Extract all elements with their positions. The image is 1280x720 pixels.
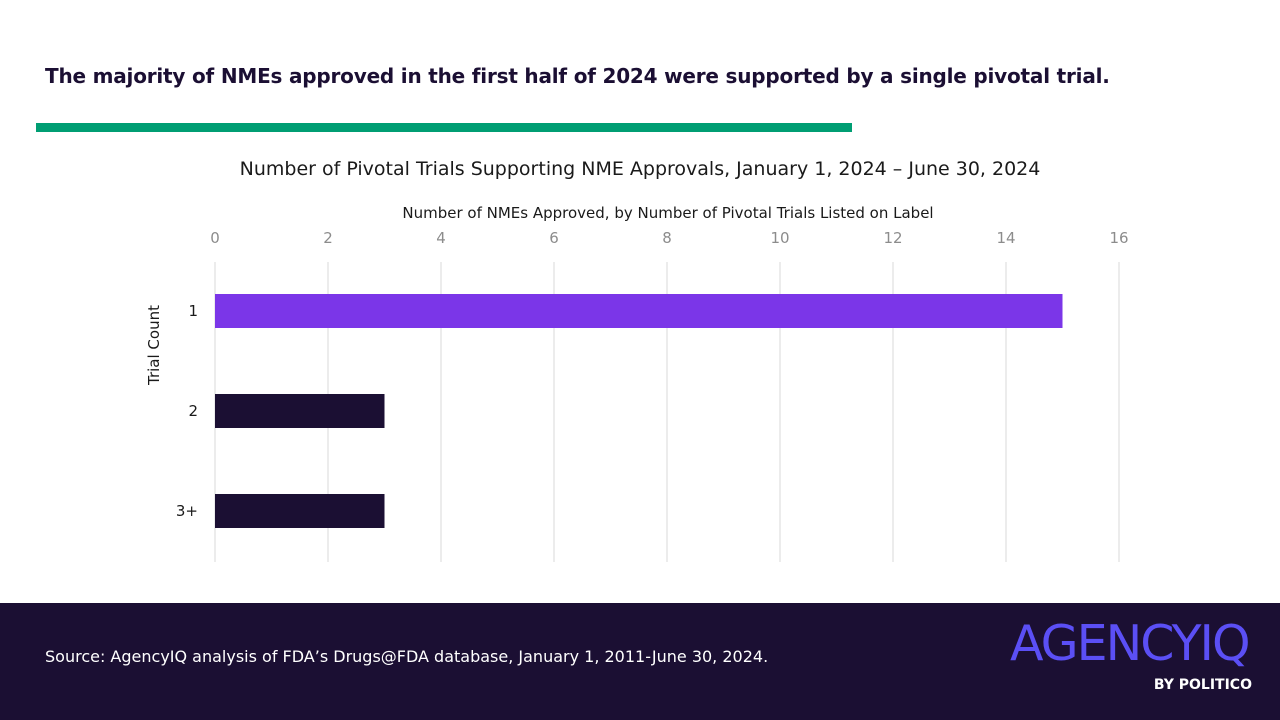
x-tick-label: 4 — [436, 229, 446, 247]
source-note: Source: AgencyIQ analysis of FDA’s Drugs… — [45, 647, 769, 666]
bar-2 — [215, 394, 385, 428]
x-tick-label: 6 — [549, 229, 559, 247]
footer — [0, 603, 1280, 720]
bar-chart: Number of Pivotal Trials Supporting NME … — [145, 158, 1129, 562]
y-tick-label: 1 — [188, 302, 198, 320]
x-tick-label: 16 — [1109, 229, 1128, 247]
y-tick-label: 3+ — [176, 502, 198, 520]
x-tick-label: 2 — [323, 229, 333, 247]
agencyiq-logo: AGENCYIQ — [1010, 615, 1251, 672]
chart-title: Number of Pivotal Trials Supporting NME … — [240, 158, 1041, 180]
bar-layer — [215, 294, 1063, 528]
headline: The majority of NMEs approved in the fir… — [45, 64, 1110, 88]
x-tick-label: 14 — [996, 229, 1015, 247]
y-tick-label: 2 — [188, 402, 198, 420]
x-tick-label: 8 — [662, 229, 672, 247]
accent-rule — [36, 123, 852, 132]
y-axis-label: Trial Count — [145, 305, 163, 386]
x-axis-label: Number of NMEs Approved, by Number of Pi… — [402, 204, 933, 222]
bar-3plus — [215, 494, 385, 528]
x-tick-label: 12 — [883, 229, 902, 247]
x-tick-label: 0 — [210, 229, 220, 247]
y-tick-layer: 1 2 3+ — [176, 302, 198, 520]
bar-1 — [215, 294, 1063, 328]
logo-byline: BY POLITICO — [1153, 677, 1252, 693]
x-tick-label: 10 — [770, 229, 789, 247]
x-tick-layer: 0 2 4 6 8 10 12 14 16 — [210, 229, 1128, 247]
